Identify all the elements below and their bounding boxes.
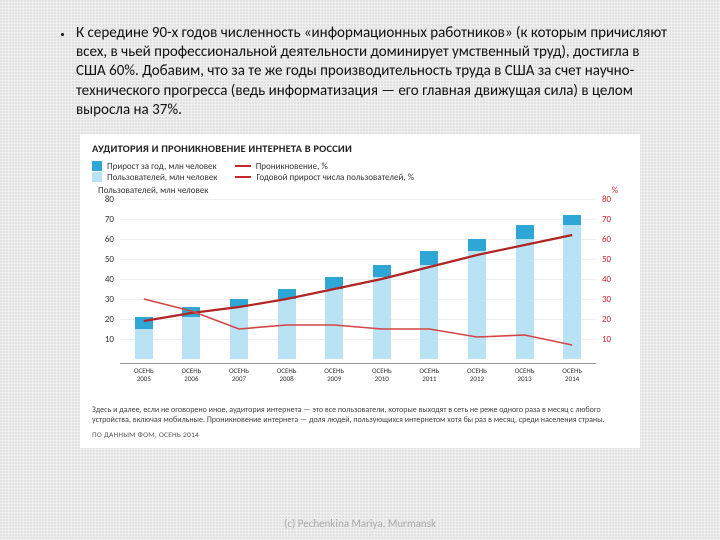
y-left-tick: 70 — [94, 214, 114, 225]
y-right-tick: 40 — [602, 274, 622, 285]
legend-swatch-users-bar — [92, 172, 102, 182]
legend-label: Годовой прирост числа пользователей, % — [256, 172, 414, 183]
y-right-tick: 20 — [602, 314, 622, 325]
x-tick: ОСЕНЬ2010 — [358, 363, 406, 383]
legend-label: Проникновение, % — [256, 161, 328, 172]
x-tick: ОСЕНЬ2008 — [263, 363, 311, 383]
line-penetration — [144, 235, 572, 321]
chart-container: АУДИТОРИЯ И ПРОНИКНОВЕНИЕ ИНТЕРНЕТА В РО… — [80, 134, 640, 448]
x-tick: ОСЕНЬ2013 — [501, 363, 549, 383]
y-left-tick: 40 — [94, 274, 114, 285]
y-left-tick: 10 — [94, 334, 114, 345]
x-tick: ОСЕНЬ2012 — [453, 363, 501, 383]
chart-footnote: Здесь и далее, если не оговорено иное, а… — [92, 405, 628, 425]
chart-title: АУДИТОРИЯ И ПРОНИКНОВЕНИЕ ИНТЕРНЕТА В РО… — [92, 142, 628, 155]
slide-credit: (c) Pechenkina Mariya, Murmansk — [0, 517, 720, 530]
line-growth — [144, 299, 572, 345]
y-right-tick: 80 — [602, 194, 622, 205]
x-tick: ОСЕНЬ2011 — [406, 363, 454, 383]
x-tick: ОСЕНЬ2009 — [310, 363, 358, 383]
chart-legend: Прирост за год, млн человек Проникновени… — [92, 161, 628, 183]
legend-swatch-growth-bar — [92, 161, 102, 171]
y-left-tick: 30 — [94, 294, 114, 305]
x-tick: ОСЕНЬ2005 — [120, 363, 168, 383]
legend-swatch-pen-line — [235, 165, 251, 167]
chart-plot-area: Пользователей, млн человек % ОСЕНЬ2005ОС… — [98, 187, 618, 397]
y-left-tick: 20 — [94, 314, 114, 325]
x-tick: ОСЕНЬ2007 — [215, 363, 263, 383]
y-left-tick: 80 — [94, 194, 114, 205]
y-right-tick: 30 — [602, 294, 622, 305]
y-right-tick: 10 — [602, 334, 622, 345]
y-right-tick: 70 — [602, 214, 622, 225]
y-left-label: Пользователей, млн человек — [98, 185, 208, 196]
legend-swatch-growth-line — [235, 176, 251, 178]
legend-label: Пользователей, млн человек — [107, 172, 217, 183]
bullet-text: К середине 90-х годов численность «инфор… — [74, 24, 672, 120]
y-left-tick: 60 — [94, 234, 114, 245]
y-right-tick: 60 — [602, 234, 622, 245]
y-left-tick: 50 — [94, 254, 114, 265]
x-tick: ОСЕНЬ2014 — [548, 363, 596, 383]
chart-source: ПО ДАННЫМ ФОМ, ОСЕНЬ 2014 — [92, 431, 628, 440]
legend-label: Прирост за год, млн человек — [107, 161, 217, 172]
y-right-tick: 50 — [602, 254, 622, 265]
x-tick: ОСЕНЬ2006 — [168, 363, 216, 383]
